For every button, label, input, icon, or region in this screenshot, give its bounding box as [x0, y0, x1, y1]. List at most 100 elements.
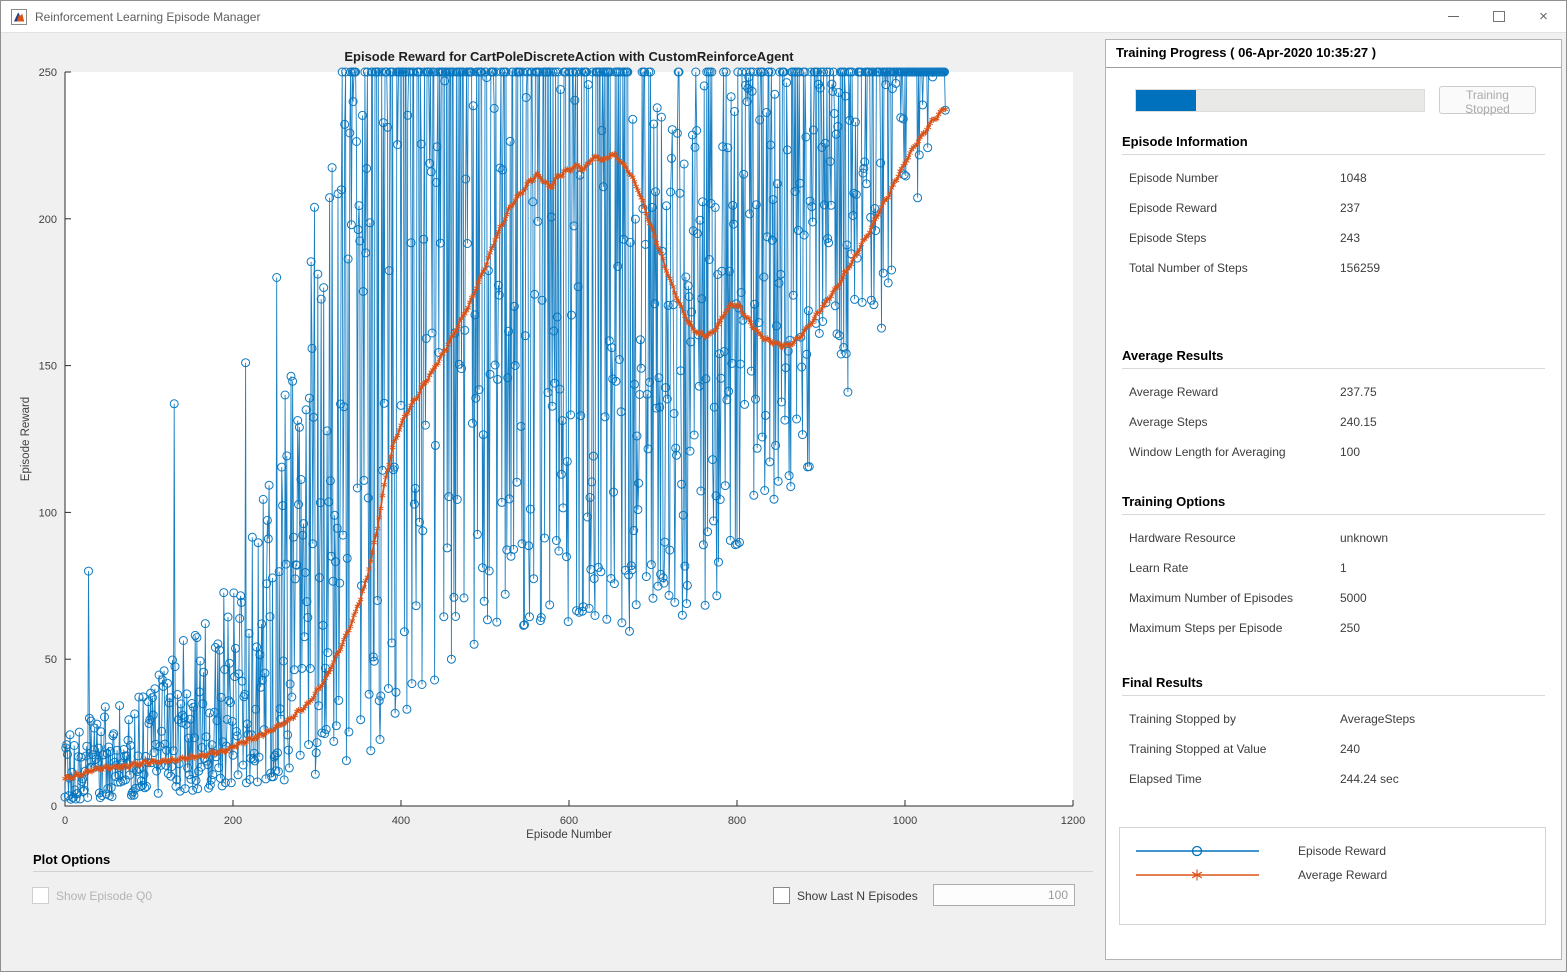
table-row: Training Stopped at Value 240	[1106, 734, 1561, 764]
svg-text:400: 400	[392, 815, 410, 827]
row-label: Maximum Number of Episodes	[1129, 591, 1294, 605]
matlab-app-icon	[11, 8, 27, 25]
table-row: Hardware Resource unknown	[1106, 523, 1561, 553]
row-value: 237	[1340, 201, 1361, 215]
row-value: 1	[1340, 561, 1347, 575]
row-label: Average Steps	[1129, 415, 1208, 429]
row-value: 1048	[1340, 171, 1367, 185]
row-value: 237.75	[1340, 385, 1377, 399]
training-progress-panel: Training Progress ( 06-Apr-2020 10:35:27…	[1105, 39, 1562, 960]
row-value: unknown	[1340, 531, 1389, 545]
table-row: Elapsed Time 244.24 sec	[1106, 764, 1561, 794]
minimize-icon	[1448, 16, 1459, 17]
svg-text:1000: 1000	[893, 815, 917, 827]
table-row: Window Length for Averaging 100	[1106, 437, 1561, 467]
reward-chart: 0 200 400 600 800 1000 1200 0 50 100 150 200 250 Epi…	[20, 49, 1086, 841]
row-value: 100	[1340, 445, 1361, 459]
window-title: Reinforcement Learning Episode Manager	[35, 9, 261, 24]
y-axis-label: Episode Reward	[20, 397, 32, 481]
table-row: Episode Reward 237	[1106, 193, 1561, 223]
show-episode-q0-checkbox	[32, 887, 49, 904]
svg-text:250: 250	[39, 67, 57, 79]
training-options-section: Training Options Hardware Resource unknow…	[1106, 494, 1561, 643]
maximize-button[interactable]	[1476, 1, 1521, 32]
legend-label: Average Reward	[1298, 868, 1388, 882]
training-progress-bar	[1135, 89, 1425, 112]
svg-text:0: 0	[62, 815, 68, 827]
section-title: Training Options	[1122, 494, 1545, 515]
section-title: Final Results	[1122, 675, 1545, 696]
row-value: 156259	[1340, 261, 1381, 275]
row-label: Training Stopped by	[1129, 712, 1236, 726]
show-episode-q0-row: Show Episode Q0	[32, 887, 152, 904]
row-value: 240	[1340, 742, 1361, 756]
show-episode-q0-label: Show Episode Q0	[56, 888, 153, 903]
svg-text:200: 200	[39, 214, 57, 226]
row-label: Maximum Steps per Episode	[1129, 621, 1283, 635]
row-value: 244.24 sec	[1340, 772, 1399, 786]
training-stopped-button: Training Stopped	[1439, 86, 1536, 116]
last-n-input	[933, 884, 1075, 906]
plot-series: 0 200 400 600 800 1000 1200 0 50 100 150 200 250	[39, 67, 1086, 827]
table-row: Episode Steps 243	[1106, 223, 1561, 253]
row-label: Total Number of Steps	[1129, 261, 1248, 275]
show-last-n-label: Show Last N Episodes	[797, 888, 918, 903]
svg-text:600: 600	[560, 815, 578, 827]
episode-information-section: Episode Information Episode Number 1048 E…	[1106, 134, 1561, 283]
section-title: Episode Information	[1122, 134, 1545, 155]
show-last-n-row: Show Last N Episodes	[773, 887, 918, 904]
average-results-section: Average Results Average Reward 237.75 Ave…	[1106, 348, 1561, 467]
legend-label: Episode Reward	[1298, 844, 1387, 858]
svg-text:200: 200	[224, 815, 242, 827]
row-value: 5000	[1340, 591, 1367, 605]
x-axis-label: Episode Number	[526, 829, 612, 841]
table-row: Total Number of Steps 156259	[1106, 253, 1561, 283]
section-title: Average Results	[1122, 348, 1545, 369]
row-label: Episode Reward	[1129, 201, 1218, 215]
svg-text:150: 150	[39, 361, 57, 373]
plot-options-title: Plot Options	[33, 852, 111, 867]
svg-text:50: 50	[45, 654, 57, 666]
show-last-n-checkbox[interactable]	[773, 887, 790, 904]
row-label: Hardware Resource	[1129, 531, 1236, 545]
close-button[interactable]: ×	[1539, 8, 1548, 25]
minimize-button[interactable]	[1431, 1, 1476, 32]
window-controls: ×	[1431, 1, 1566, 32]
row-label: Average Reward	[1129, 385, 1219, 399]
row-label: Learn Rate	[1129, 561, 1189, 575]
plot-options-divider	[33, 871, 1093, 872]
panel-header: Training Progress ( 06-Apr-2020 10:35:27…	[1106, 40, 1561, 68]
row-value: 243	[1340, 231, 1361, 245]
table-row: Episode Number 1048	[1106, 163, 1561, 193]
table-row: Maximum Number of Episodes 5000	[1106, 583, 1561, 613]
table-row: Learn Rate 1	[1106, 553, 1561, 583]
row-value: 240.15	[1340, 415, 1377, 429]
row-label: Training Stopped at Value	[1129, 742, 1267, 756]
title-bar: Reinforcement Learning Episode Manager ×	[1, 1, 1566, 33]
table-row: Training Stopped by AverageSteps	[1106, 704, 1561, 734]
row-value: 250	[1340, 621, 1361, 635]
svg-text:1200: 1200	[1061, 815, 1085, 827]
svg-text:100: 100	[39, 507, 57, 519]
legend-entry-average-reward: Average Reward	[1120, 863, 1387, 887]
final-results-section: Final Results Training Stopped by Average…	[1106, 675, 1561, 794]
row-label: Episode Steps	[1129, 231, 1207, 245]
row-label: Episode Number	[1129, 171, 1219, 185]
legend-entry-episode-reward: Episode Reward	[1120, 839, 1386, 863]
svg-text:800: 800	[728, 815, 746, 827]
chart-region: 0 200 400 600 800 1000 1200 0 50 100 150 200 250 Epi…	[1, 33, 1104, 849]
table-row: Average Steps 240.15	[1106, 407, 1561, 437]
average-reward-line-sample	[1136, 869, 1259, 881]
chart-legend: Episode Reward Average Reward	[1119, 827, 1546, 925]
episode-reward-line-sample	[1136, 845, 1259, 857]
progress-fill	[1136, 90, 1197, 111]
row-label: Elapsed Time	[1129, 772, 1202, 786]
row-value: AverageSteps	[1340, 712, 1416, 726]
table-row: Maximum Steps per Episode 250	[1106, 613, 1561, 643]
svg-text:0: 0	[51, 801, 57, 813]
table-row: Average Reward 237.75	[1106, 377, 1561, 407]
maximize-icon	[1492, 11, 1505, 22]
chart-title: Episode Reward for CartPoleDiscreteActio…	[344, 49, 794, 64]
row-label: Window Length for Averaging	[1129, 445, 1286, 459]
